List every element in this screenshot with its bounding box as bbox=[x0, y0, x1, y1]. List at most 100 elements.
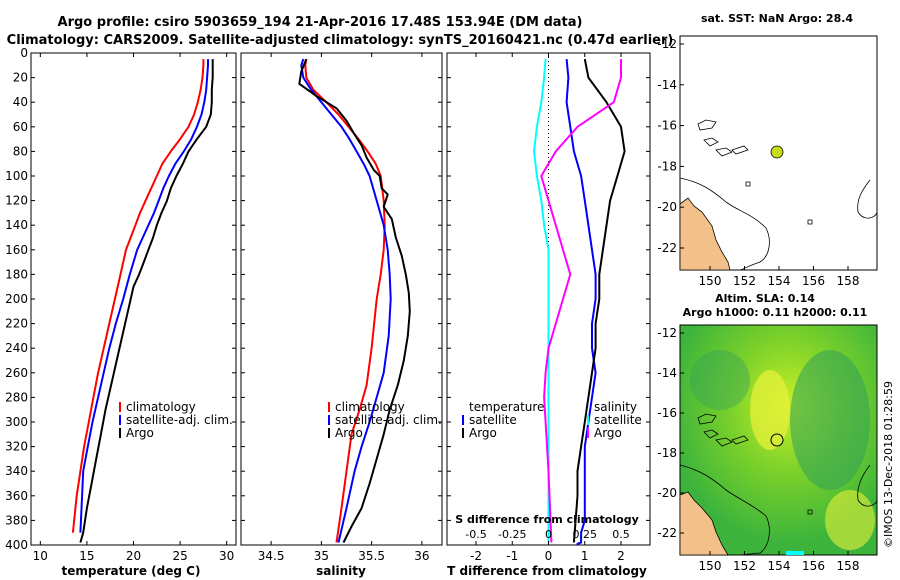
x-tick-label: 15 bbox=[79, 549, 94, 563]
sst-map: sat. SST: NaN Argo: 28.4 -12 -14 -16 -18 -20… bbox=[657, 12, 878, 288]
x-tick-label: 0 bbox=[545, 549, 553, 563]
map-lon-label: 154 bbox=[768, 274, 791, 288]
map-lat-label: -16 bbox=[657, 119, 677, 133]
series-line-argo bbox=[79, 59, 214, 543]
map-lon-label: 158 bbox=[837, 559, 860, 573]
depth-tick-label: 40 bbox=[13, 95, 28, 109]
sla-reef-contour bbox=[679, 464, 770, 556]
legend-label: climatology bbox=[335, 400, 405, 414]
sla-high-region bbox=[750, 370, 790, 450]
x-tick-label: -2 bbox=[470, 549, 482, 563]
s-tick-label: -0.5 bbox=[465, 528, 486, 541]
salinity-xlabel: salinity bbox=[316, 564, 366, 578]
series-line-s-satellite bbox=[533, 59, 550, 543]
credit-text: ©IMOS 13-Dec-2018 01:28:59 bbox=[882, 381, 895, 548]
x-tick-label: 36 bbox=[414, 549, 429, 563]
depth-tick-label: 0 bbox=[20, 46, 28, 60]
legend-label: satellite bbox=[469, 413, 517, 427]
map-lon-label: 150 bbox=[699, 274, 722, 288]
depth-tick-label: 220 bbox=[5, 317, 28, 331]
depth-tick-label: 340 bbox=[5, 464, 28, 478]
series-line-climatology bbox=[304, 58, 386, 543]
figure-title-line2: Climatology: CARS2009. Satellite-adjuste… bbox=[7, 33, 674, 48]
map-lon-label: 156 bbox=[802, 559, 825, 573]
sst-argo-location-dot bbox=[770, 145, 784, 159]
temperature-xlabel: temperature (deg C) bbox=[62, 564, 201, 578]
legend-title: temperature bbox=[469, 400, 544, 414]
map-lat-label: -20 bbox=[657, 200, 677, 214]
depth-tick-label: 320 bbox=[5, 440, 28, 454]
sla-map-title-2: Argo h1000: 0.11 h2000: 0.11 bbox=[683, 306, 868, 319]
s-tick-label: 0.5 bbox=[612, 528, 630, 541]
legend-label: Argo bbox=[469, 426, 497, 440]
x-tick-label: -1 bbox=[506, 549, 518, 563]
sst-land-australia bbox=[679, 197, 731, 271]
x-tick-label: 1 bbox=[581, 549, 589, 563]
sla-islands bbox=[697, 413, 813, 515]
legend-label: satellite-adj. clim. bbox=[126, 413, 233, 427]
sst-islands bbox=[697, 119, 813, 225]
sla-argo-location-ring bbox=[770, 433, 784, 447]
depth-tick-label: 400 bbox=[5, 538, 28, 552]
depth-tick-label: 60 bbox=[13, 120, 28, 134]
sla-map-title-1: Altim. SLA: 0.14 bbox=[715, 292, 815, 305]
map-lat-label: -22 bbox=[657, 241, 677, 255]
figure-title-line1: Argo profile: csiro 5903659_194 21-Apr-2… bbox=[58, 15, 583, 30]
depth-tick-label: 100 bbox=[5, 169, 28, 183]
sst-island-contour bbox=[857, 179, 878, 219]
x-tick-label: 35 bbox=[314, 549, 329, 563]
map-lon-label: 154 bbox=[768, 559, 791, 573]
series-line-satellite-adj-clim- bbox=[300, 58, 392, 543]
sla-map: Altim. SLA: 0.14 Argo h1000: 0.11 h2000:… bbox=[657, 292, 878, 573]
series-line-argo bbox=[298, 58, 411, 543]
x-tick-label: 25 bbox=[172, 549, 187, 563]
series-line-s-argo bbox=[540, 59, 622, 543]
sst-map-title: sat. SST: NaN Argo: 28.4 bbox=[701, 12, 853, 25]
depth-tick-label: 140 bbox=[5, 218, 28, 232]
depth-tick-label: 300 bbox=[5, 415, 28, 429]
legend-title: salinity bbox=[594, 400, 637, 414]
legend-label: climatology bbox=[126, 400, 196, 414]
depth-tick-label: 20 bbox=[13, 71, 28, 85]
series-line-satellite-adj-clim- bbox=[79, 59, 209, 533]
salinity-panel: 34.5 35 35.5 36 salinity climatologysatelli… bbox=[240, 52, 443, 578]
legend-label: Argo bbox=[594, 426, 622, 440]
map-lat-label: -22 bbox=[657, 526, 677, 540]
depth-tick-label: 240 bbox=[5, 341, 28, 355]
map-lat-label: -18 bbox=[657, 159, 677, 173]
map-lat-label: -12 bbox=[657, 326, 677, 340]
sla-low-region bbox=[790, 350, 870, 490]
legend-label: satellite-adj. clim. bbox=[335, 413, 442, 427]
map-lon-label: 156 bbox=[802, 274, 825, 288]
sla-land-australia bbox=[679, 491, 729, 556]
depth-tick-label: 180 bbox=[5, 267, 28, 281]
map-lon-label: 150 bbox=[699, 559, 722, 573]
s-tick-label: 0 bbox=[545, 528, 552, 541]
series-line-climatology bbox=[71, 59, 205, 533]
s-difference-label: S difference from climatology bbox=[455, 513, 639, 526]
series-line-t-satellite bbox=[565, 59, 597, 545]
depth-tick-label: 120 bbox=[5, 194, 28, 208]
legend-label: Argo bbox=[126, 426, 154, 440]
sst-reef-contour bbox=[679, 177, 770, 271]
map-lon-label: 152 bbox=[733, 559, 756, 573]
map-lon-label: 158 bbox=[837, 274, 860, 288]
depth-tick-label: 360 bbox=[5, 489, 28, 503]
sla-colorbar-marker bbox=[786, 551, 804, 555]
map-lon-label: 152 bbox=[733, 274, 756, 288]
x-tick-label: 35.5 bbox=[358, 549, 385, 563]
map-lat-label: -16 bbox=[657, 406, 677, 420]
s-tick-label: 0.25 bbox=[573, 528, 598, 541]
x-tick-label: 34.5 bbox=[258, 549, 285, 563]
x-tick-label: 2 bbox=[617, 549, 625, 563]
series-line-t-argo bbox=[572, 58, 626, 543]
map-lat-label: -14 bbox=[657, 78, 677, 92]
difference-panel: -2 -1 0 1 2 -0.5 -0.25 0 0.25 0.5 S difference fr… bbox=[446, 52, 651, 578]
t-difference-xlabel: T difference from climatology bbox=[447, 564, 647, 578]
legend-label: satellite bbox=[594, 413, 642, 427]
